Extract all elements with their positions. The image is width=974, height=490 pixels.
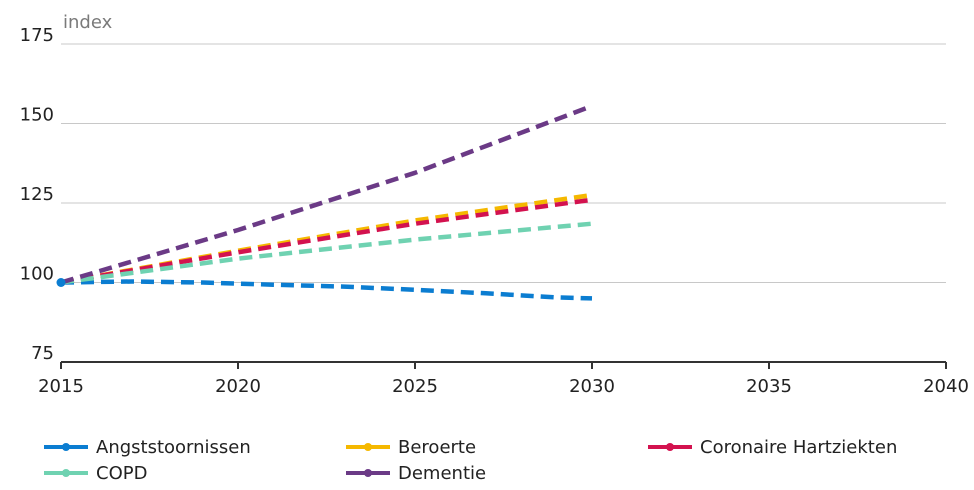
y-tick-label: 175 [20,25,54,46]
legend-marker [62,443,70,451]
legend-marker [666,443,674,451]
legend-label: Beroerte [398,437,476,458]
legend-label: Coronaire Hartziekten [700,437,897,458]
x-tick-label: 2030 [569,376,615,397]
y-tick-label: 150 [20,105,54,126]
y-tick-label: 125 [20,184,54,205]
x-tick-label: 2035 [746,376,792,397]
legend: Angststoornissen Beroerte Coronaire Hartzi… [44,437,897,484]
legend-marker [364,443,372,451]
legend-marker [62,469,70,477]
series-line [60,279,593,301]
x-tick-label: 2015 [38,376,84,397]
gridlines [61,43,946,283]
y-tick-label: 100 [20,264,54,285]
y-axis: 75 100 125 150 175 [20,25,54,364]
legend-label: Angststoornissen [96,437,251,458]
series-line [60,103,593,285]
series-lines [56,103,593,301]
legend-marker [364,469,372,477]
x-tick-label: 2040 [923,376,969,397]
legend-label: COPD [96,463,147,484]
series-line [60,221,593,285]
x-tick-label: 2025 [392,376,438,397]
data-point [56,278,66,287]
y-axis-label: index [63,12,113,33]
legend-label: Dementie [398,463,486,484]
y-tick-label: 75 [31,343,54,364]
series-line [60,197,593,285]
x-tick-label: 2020 [215,376,261,397]
x-axis: 2015 2020 2025 2030 2035 2040 [38,361,969,397]
